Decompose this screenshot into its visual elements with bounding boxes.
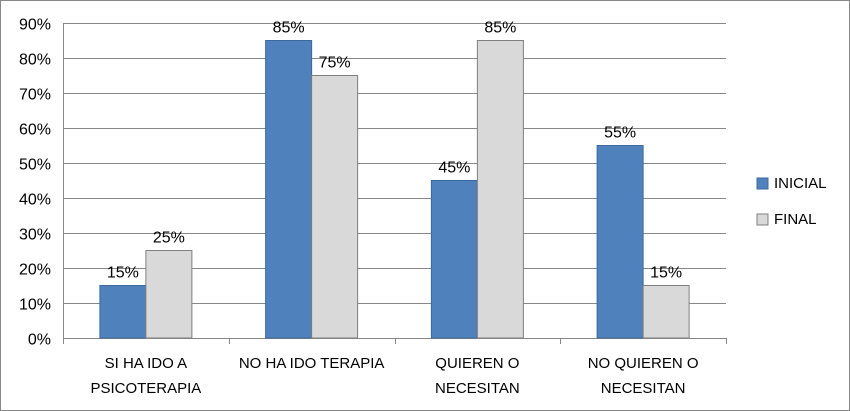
data-label-final-3: 15% (650, 265, 682, 282)
bar-final-0 (145, 250, 193, 339)
legend-label-final: FINAL (774, 211, 817, 228)
data-label-inicial-2: 45% (438, 160, 470, 177)
category-label: PSICOTERAPIA (90, 380, 201, 397)
data-label-final-2: 85% (484, 20, 516, 37)
y-tick-label: 50% (19, 157, 51, 174)
category-label: NECESITAN (435, 380, 520, 397)
category-label: SI HA IDO A (105, 355, 188, 372)
y-tick-label: 30% (19, 227, 51, 244)
legend-swatch-inicial (756, 177, 769, 190)
y-tick-label: 10% (19, 297, 51, 314)
data-label-final-0: 25% (153, 230, 185, 247)
bar-inicial-0 (99, 285, 147, 339)
data-label-inicial-1: 85% (273, 20, 305, 37)
data-label-inicial-0: 15% (107, 265, 139, 282)
y-tick-label: 20% (19, 262, 51, 279)
category-label: QUIEREN O (435, 355, 519, 372)
legend-label-inicial: INICIAL (774, 175, 827, 192)
bar-final-3 (642, 285, 690, 339)
data-label-inicial-3: 55% (604, 125, 636, 142)
y-tick-label: 70% (19, 87, 51, 104)
bar-final-1 (311, 75, 359, 339)
bar-final-2 (476, 40, 524, 339)
y-tick-label: 60% (19, 122, 51, 139)
category-label: NO QUIEREN O (588, 355, 699, 372)
category-label: NECESITAN (601, 380, 686, 397)
bar-inicial-1 (265, 40, 313, 339)
bar-inicial-2 (430, 180, 478, 339)
data-label-final-1: 75% (319, 55, 351, 72)
y-tick-label: 40% (19, 192, 51, 209)
y-tick-label: 90% (19, 17, 51, 34)
y-tick-label: 0% (28, 332, 51, 349)
category-label: NO HA IDO TERAPIA (239, 355, 385, 372)
bar-inicial-3 (596, 145, 644, 339)
y-tick-label: 80% (19, 52, 51, 69)
legend-swatch-final (756, 213, 769, 226)
